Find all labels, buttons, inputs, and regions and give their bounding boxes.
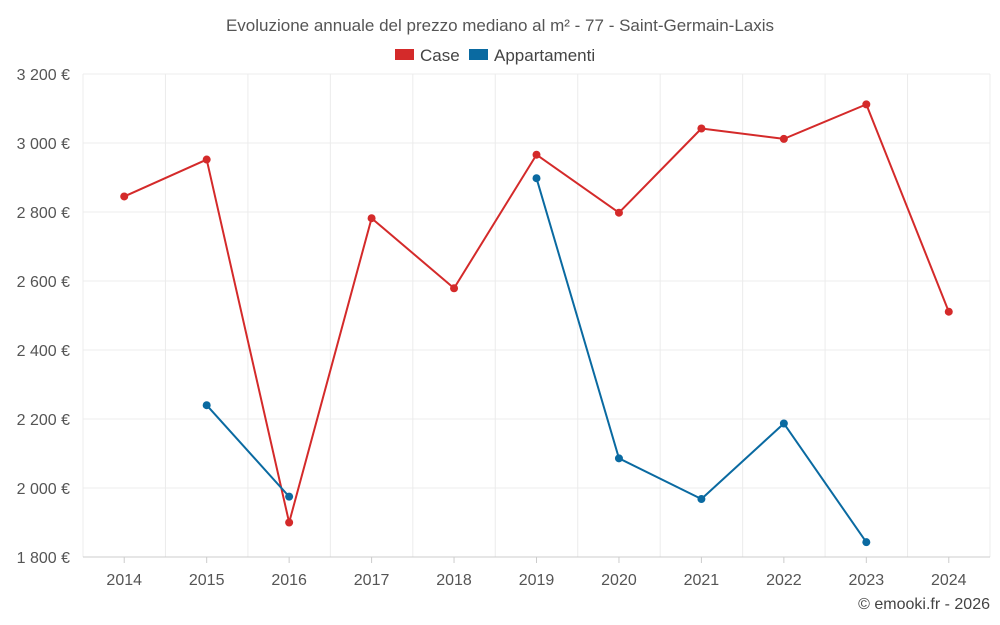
- data-point-appartamenti[interactable]: [779, 419, 788, 428]
- legend-swatch-case[interactable]: [395, 49, 414, 60]
- chart-title: Evoluzione annuale del prezzo mediano al…: [226, 16, 774, 35]
- x-tick-label: 2014: [106, 572, 142, 589]
- data-point-case[interactable]: [202, 155, 211, 164]
- x-tick-label: 2024: [931, 572, 967, 589]
- data-point-case[interactable]: [367, 214, 376, 223]
- data-point-case[interactable]: [614, 208, 623, 217]
- x-tick-label: 2023: [849, 572, 885, 589]
- y-tick-label: 1 800 €: [17, 550, 70, 567]
- x-tick-label: 2020: [601, 572, 637, 589]
- y-tick-label: 2 600 €: [17, 274, 70, 291]
- data-point-case[interactable]: [450, 284, 459, 293]
- x-tick-label: 2015: [189, 572, 225, 589]
- data-point-case[interactable]: [532, 150, 541, 159]
- axes: 1 800 € 2 000 € 2 200 € 2 400 € 2 600 € 2 800…: [17, 67, 990, 589]
- y-tick-label: 2 200 €: [17, 412, 70, 429]
- legend-label-case[interactable]: Case: [420, 46, 460, 65]
- data-point-case[interactable]: [944, 307, 953, 316]
- y-tick-label: 3 000 €: [17, 136, 70, 153]
- legend: Case Appartamenti: [395, 46, 595, 65]
- series-appartamenti: [202, 174, 871, 547]
- series-case: [120, 100, 953, 527]
- legend-swatch-appartamenti[interactable]: [469, 49, 488, 60]
- data-point-case[interactable]: [120, 192, 129, 201]
- data-point-case[interactable]: [285, 518, 294, 527]
- data-point-appartamenti[interactable]: [614, 454, 623, 463]
- data-point-appartamenti[interactable]: [697, 495, 706, 504]
- x-tick-label: 2016: [271, 572, 307, 589]
- data-point-appartamenti[interactable]: [862, 538, 871, 547]
- x-tick-label: 2017: [354, 572, 390, 589]
- data-point-appartamenti[interactable]: [532, 174, 541, 183]
- data-point-case[interactable]: [862, 100, 871, 109]
- y-tick-label: 2 800 €: [17, 205, 70, 222]
- data-point-case[interactable]: [779, 134, 788, 143]
- series-line-appartamenti: [205, 404, 290, 498]
- legend-label-appartamenti[interactable]: Appartamenti: [494, 46, 595, 65]
- gridlines: [82, 73, 991, 557]
- data-point-appartamenti[interactable]: [285, 492, 294, 501]
- y-tick-label: 3 200 €: [17, 67, 70, 84]
- y-tick-label: 2 000 €: [17, 481, 70, 498]
- x-tick-label: 2021: [684, 572, 720, 589]
- y-tick-label: 2 400 €: [17, 343, 70, 360]
- data-point-appartamenti[interactable]: [202, 401, 211, 410]
- x-tick-label: 2022: [766, 572, 802, 589]
- x-tick-label: 2019: [519, 572, 555, 589]
- series-layer: [120, 100, 953, 547]
- data-point-case[interactable]: [697, 124, 706, 133]
- credit-text: © emooki.fr - 2026: [858, 596, 990, 613]
- x-tick-label: 2018: [436, 572, 472, 589]
